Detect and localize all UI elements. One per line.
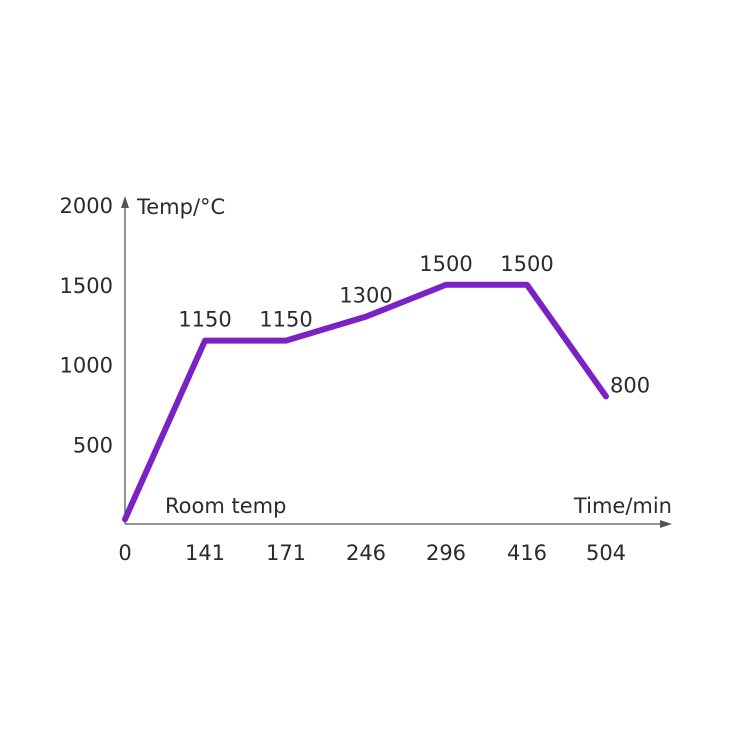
data-label: 800 — [610, 373, 650, 397]
x-tick-label: 171 — [266, 541, 306, 565]
x-tick-label: 296 — [426, 541, 466, 565]
y-axis-arrow-icon — [121, 196, 129, 208]
y-tick-label: 1000 — [60, 354, 113, 378]
x-tick-label: 416 — [507, 541, 547, 565]
series-line — [122, 281, 609, 523]
data-label: 1150 — [259, 308, 312, 332]
start-label: Room temp — [165, 494, 286, 518]
y-tick-label: 2000 — [60, 194, 113, 218]
y-tick-label: 1500 — [60, 274, 113, 298]
y-axis-label: Temp/°C — [136, 195, 225, 219]
x-axis-arrow-icon — [660, 520, 672, 528]
x-tick-label: 0 — [118, 541, 131, 565]
data-label: 1500 — [419, 252, 472, 276]
data-label: 1150 — [178, 308, 231, 332]
x-tick-label: 504 — [586, 541, 626, 565]
y-tick-label: 500 — [73, 433, 113, 457]
x-axis-label: Time/min — [573, 494, 672, 518]
x-tick-label: 141 — [185, 541, 225, 565]
data-label: 1300 — [339, 284, 392, 308]
x-tick-label: 246 — [346, 541, 386, 565]
data-label: 1500 — [500, 252, 553, 276]
